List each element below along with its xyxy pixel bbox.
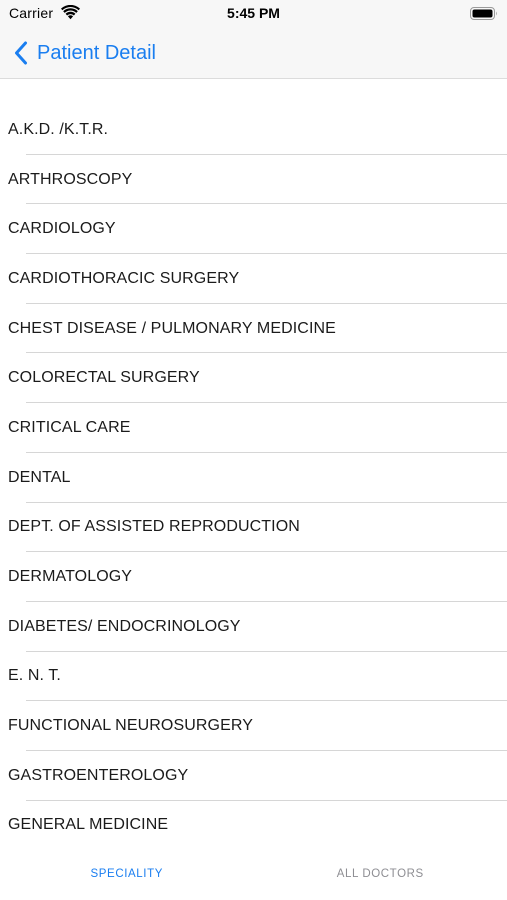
list-item[interactable]: DEPT. OF ASSISTED REPRODUCTION [0,503,507,553]
list-item[interactable]: COLORECTAL SURGERY [0,353,507,403]
list-item[interactable]: CRITICAL CARE [0,403,507,453]
chevron-left-icon [15,41,27,65]
list-item-label: FUNCTIONAL NEUROSURGERY [8,717,253,735]
list-item[interactable]: DERMATOLOGY [0,552,507,602]
status-bar: Carrier 5:45 PM [0,0,507,28]
list-item[interactable]: CARDIOLOGY [0,204,507,254]
list-item[interactable]: E. N. T. [0,652,507,702]
tab-speciality-label: SPECIALITY [90,868,163,880]
list-item-label: CRITICAL CARE [8,418,131,436]
speciality-list: A.K.D. /K.T.R. ARTHROSCOPY CARDIOLOGY CA… [0,105,507,850]
list-item-label: GENERAL MEDICINE [8,816,169,834]
list-item[interactable]: FUNCTIONAL NEUROSURGERY [0,701,507,751]
list-item[interactable]: GASTROENTEROLOGY [0,751,507,801]
tab-speciality[interactable]: SPECIALITY [0,848,254,900]
list-item-label: GASTROENTEROLOGY [8,766,189,784]
list-item-label: DIABETES/ ENDOCRINOLOGY [8,617,241,635]
list-item-label: COLORECTAL SURGERY [8,369,200,387]
list-item[interactable]: ARTHROSCOPY [0,155,507,205]
list-item-label: CARDIOLOGY [8,220,116,238]
status-time: 5:45 PM [227,5,280,21]
list-item[interactable]: GENERAL MEDICINE [0,801,507,851]
list-item-label: DENTAL [8,468,71,486]
back-button-label: Patient Detail [37,41,156,64]
list-item[interactable]: CHEST DISEASE / PULMONARY MEDICINE [0,304,507,354]
list-item[interactable]: DIABETES/ ENDOCRINOLOGY [0,602,507,652]
list-item-label: A.K.D. /K.T.R. [8,120,109,138]
tab-all-doctors[interactable]: ALL DOCTORS [254,848,507,900]
list-item-label: E. N. T. [8,667,61,685]
tab-bar: SPECIALITY ALL DOCTORS [0,848,507,900]
battery-icon [470,7,497,20]
back-button[interactable]: Patient Detail [14,38,156,68]
list-item-label: DERMATOLOGY [8,568,133,586]
list-item[interactable]: A.K.D. /K.T.R. [0,105,507,155]
carrier-label: Carrier [9,5,54,21]
navigation-bar: Patient Detail [0,28,507,79]
list-item[interactable]: DENTAL [0,453,507,503]
list-item-label: DEPT. OF ASSISTED REPRODUCTION [8,518,300,536]
list-item-label: CARDIOTHORACIC SURGERY [8,269,240,287]
list-item[interactable]: CARDIOTHORACIC SURGERY [0,254,507,304]
list-item-label: CHEST DISEASE / PULMONARY MEDICINE [8,319,336,337]
tab-all-doctors-label: ALL DOCTORS [336,868,424,880]
wifi-icon [61,5,80,20]
list-item-label: ARTHROSCOPY [8,170,133,188]
